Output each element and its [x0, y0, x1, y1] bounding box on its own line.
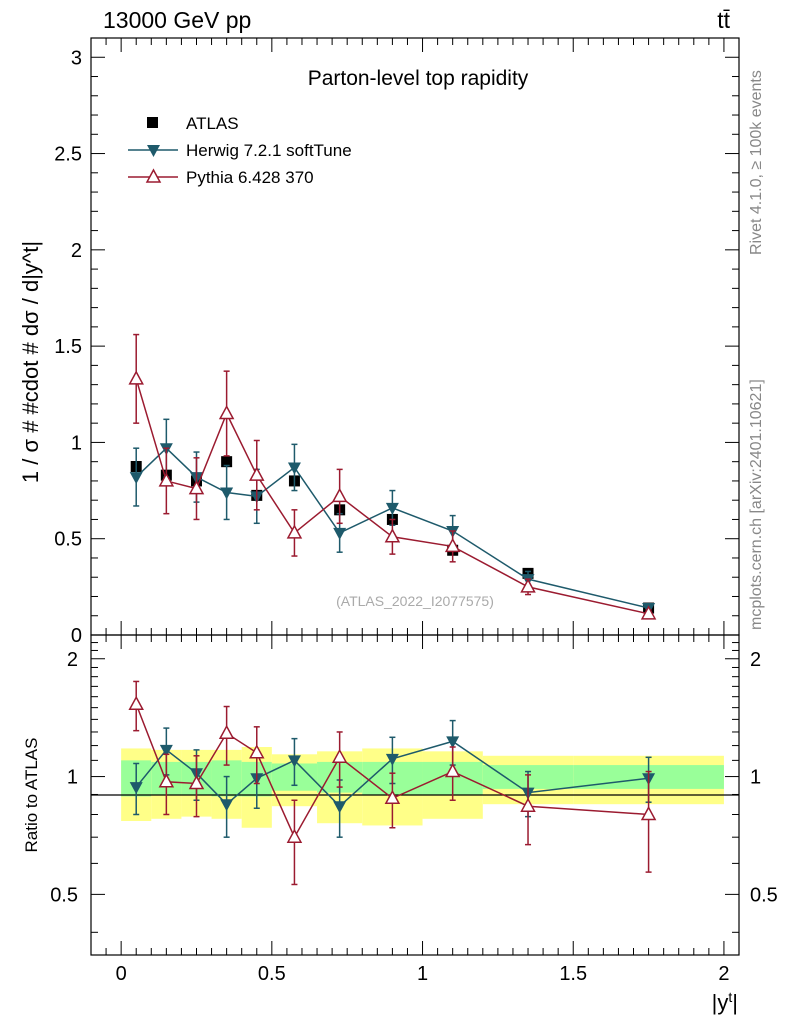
main-y-tick-label-zero: 0: [71, 625, 82, 647]
main-y-tick-label: 2: [71, 240, 82, 262]
mcplots-label: mcplots.cern.ch [arXiv:2401.10621]: [748, 379, 765, 630]
legend-herwig-label: Herwig 7.2.1 softTune: [186, 141, 352, 160]
ratio-y-tick-label-right: 2: [750, 649, 761, 671]
legend-atlas-marker: [147, 117, 158, 128]
legend-pythia-label: Pythia 6.428 370: [186, 168, 314, 187]
ratio-pythia-point: [249, 744, 265, 759]
ratio-y-tick-label: 2: [67, 649, 78, 671]
main-series-herwig: [129, 418, 656, 616]
chart-title: Parton-level top rapidity: [308, 67, 529, 90]
x-tick-label: 0: [116, 963, 127, 985]
main-herwig-point: [129, 472, 143, 485]
main-pythia-point: [384, 528, 401, 543]
ratio-y-axis-title: Ratio to ATLAS: [22, 738, 41, 853]
main-y-tick-label: 3: [71, 47, 82, 69]
main-pythia-point: [249, 466, 265, 481]
analysis-watermark: (ATLAS_2022_I2077575): [336, 593, 494, 609]
main-series-pythia: [128, 333, 657, 620]
ratio-pythia-point: [218, 724, 235, 740]
ratio-panel: 0.5 0.5 1 1 2 2 0 0.5 1 1.5 2: [50, 634, 778, 985]
main-herwig-point: [333, 527, 347, 540]
ratio-pythia-point: [444, 762, 461, 778]
x-tick-label: 0.5: [258, 963, 286, 985]
x-tick-label: 2: [718, 963, 729, 985]
ratio-herwig-point: [220, 799, 234, 812]
ratio-pythia-point: [331, 748, 348, 764]
ratio-pythia-point: [188, 774, 205, 790]
rivet-version-label: Rivet 4.1.0, ≥ 100k events: [748, 70, 765, 255]
main-pythia-point: [331, 487, 348, 503]
ratio-frame: [90, 634, 740, 956]
x-tick-label: 1: [417, 963, 428, 985]
x-tick-label: 1.5: [559, 963, 587, 985]
ratio-pythia-point: [640, 805, 657, 821]
ratio-herwig-point: [159, 744, 173, 757]
ratio-pythia-point: [158, 773, 175, 788]
ratio-series-pythia: [128, 680, 657, 886]
main-pythia-point: [128, 370, 144, 385]
main-y-tick-label: 2.5: [54, 144, 82, 166]
ratio-y-tick-label-right: 1: [750, 767, 761, 789]
legend-atlas-label: ATLAS: [186, 114, 239, 133]
ratio-pythia-point: [384, 789, 401, 805]
energy-label: 13000 GeV pp: [103, 7, 251, 33]
main-y-tick-label: 0.5: [54, 529, 82, 551]
ratio-pythia-point: [286, 828, 303, 843]
ratio-pythia-point: [520, 797, 536, 812]
main-herwig-point: [385, 502, 399, 515]
main-herwig-point: [287, 462, 301, 475]
x-axis-title-superscript: t: [728, 989, 732, 1005]
main-y-tick-label: 1.5: [54, 336, 82, 358]
main-atlas-point: [221, 456, 233, 468]
main-herwig-point: [220, 487, 234, 500]
main-y-axis-title: 1 / σ # #cdot # dσ / d|y^t|: [18, 241, 43, 483]
main-pythia-point: [286, 524, 303, 539]
ratio-y-tick-label: 0.5: [50, 884, 78, 906]
ratio-herwig-point: [333, 801, 347, 814]
main-y-tick-label: 1: [71, 432, 82, 454]
main-pythia-point: [520, 578, 536, 593]
legend-pythia-marker: [145, 168, 162, 183]
legend-herwig-marker: [147, 145, 160, 157]
ratio-pythia-point: [128, 695, 144, 711]
ratio-herwig-point: [385, 753, 399, 766]
main-panel: 0.511.522.530 Parton-level top rapidity …: [54, 37, 740, 647]
main-pythia-point: [158, 472, 175, 487]
ratio-y-tick-label: 1: [67, 767, 78, 789]
main-pythia-point: [188, 480, 205, 495]
main-pythia-point: [444, 537, 461, 553]
ratio-herwig-point: [129, 782, 143, 795]
process-label: tt̄: [717, 7, 730, 33]
ratio-y-tick-label-right: 0.5: [750, 884, 778, 906]
main-pythia-point: [640, 605, 657, 620]
main-pythia-point: [218, 404, 235, 420]
ratio-herwig-point: [446, 736, 460, 749]
ratio-herwig-point: [287, 755, 301, 768]
x-axis-title: |yt|: [712, 989, 738, 1015]
legend: ATLAS Herwig 7.2.1 softTune Pythia 6.428…: [128, 114, 352, 187]
